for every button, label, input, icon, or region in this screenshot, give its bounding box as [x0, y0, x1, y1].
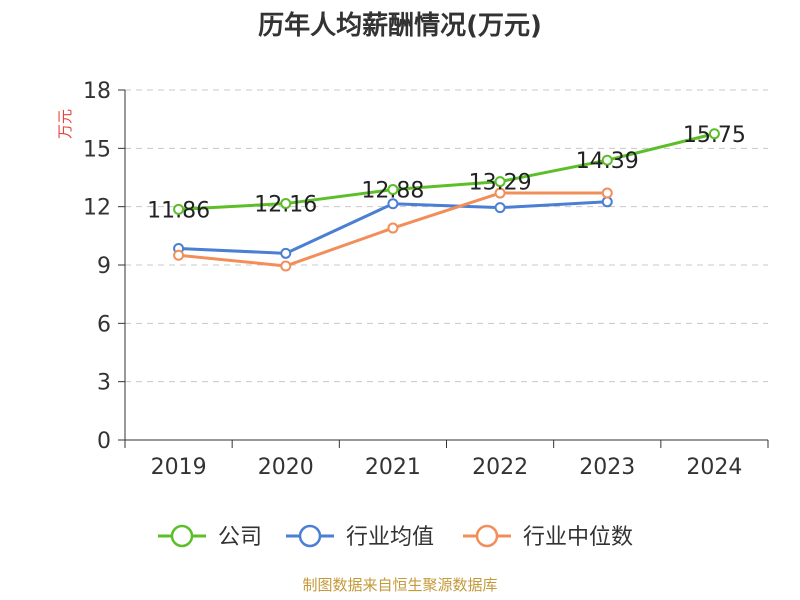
point-1-2020: [280, 247, 292, 259]
legend-marker-2: [475, 524, 499, 548]
legend-label-2: 行业中位数: [523, 525, 633, 550]
point-1-2023: [601, 196, 613, 208]
data-label-2024: 15.75: [683, 123, 746, 148]
data-label-2021: 12.88: [361, 179, 424, 204]
point-1-2021: [387, 198, 399, 210]
x-tick-label-2023: 2023: [579, 455, 635, 480]
point-2-2021: [387, 222, 399, 234]
series-line-0: [178, 132, 715, 211]
y-tick-label-6: 18: [83, 79, 111, 104]
point-0-2020: [280, 198, 292, 210]
axes: 0 3 6 9 12 15 18 2019 2020 2021 2022 2023 2024: [83, 79, 769, 480]
y-tick-label-1: 3: [97, 371, 111, 396]
point-0-2022: [494, 176, 506, 188]
y-axis-unit: 万元: [56, 109, 74, 139]
point-2-2022: [494, 187, 506, 199]
legend-label-0: 公司: [218, 525, 262, 550]
grid-lines: [125, 89, 768, 383]
legend-marker-0: [170, 524, 194, 548]
series-group: [173, 128, 720, 272]
x-tick-label-2020: 2020: [258, 455, 314, 480]
point-0-2023: [601, 154, 613, 166]
data-label-2023: 14.39: [576, 149, 639, 174]
point-0-2021: [387, 184, 399, 196]
point-2-2023: [601, 187, 613, 199]
y-tick-label-2: 6: [97, 312, 111, 337]
point-2-2019: [173, 249, 185, 261]
x-tick-label-2024: 2024: [686, 455, 742, 480]
x-tick-label-2021: 2021: [365, 455, 421, 480]
y-tick-label-5: 15: [83, 137, 111, 162]
point-0-2024: [708, 128, 720, 140]
data-labels: 11.86 12.16 12.88 13.29 14.39 15.75: [147, 123, 746, 224]
y-tick-label-0: 0: [97, 429, 111, 454]
source-note: 制图数据来自恒生聚源数据库: [302, 576, 497, 594]
point-0-2019: [173, 203, 185, 215]
data-label-2022: 13.29: [469, 171, 532, 196]
data-label-2020: 12.16: [254, 193, 317, 218]
legend: 公司 行业均值 行业中位数: [158, 524, 633, 550]
data-label-2019: 11.86: [147, 198, 210, 223]
y-tick-label-3: 9: [97, 254, 111, 279]
legend-label-1: 行业均值: [346, 525, 434, 550]
point-2-2020: [280, 260, 292, 272]
y-tick-label-4: 12: [83, 196, 111, 221]
x-tick-label-2019: 2019: [151, 455, 207, 480]
x-tick-label-2022: 2022: [472, 455, 528, 480]
legend-marker-1: [298, 524, 322, 548]
chart-title: 历年人均薪酬情况(万元): [258, 10, 542, 41]
point-1-2022: [494, 202, 506, 214]
